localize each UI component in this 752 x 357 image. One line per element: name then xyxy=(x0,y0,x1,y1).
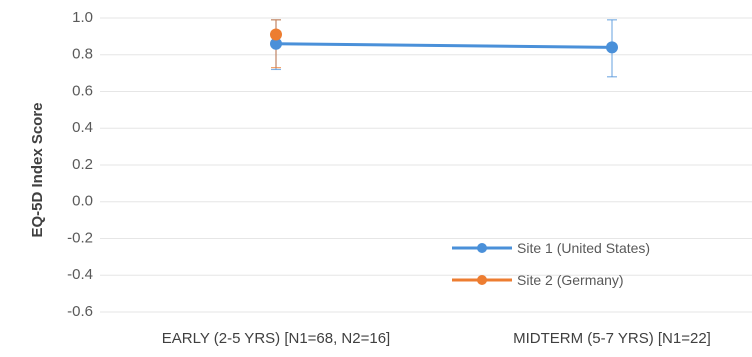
legend-label-site-1: Site 1 (United States) xyxy=(517,240,650,256)
x-category-label: MIDTERM (5-7 YRS) [N1=22] xyxy=(513,330,711,347)
y-tick-label: 0.0 xyxy=(72,193,93,210)
legend-marker-site-1 xyxy=(477,243,487,253)
series-lines xyxy=(275,42,613,49)
y-tick-label: 0.6 xyxy=(72,82,93,99)
y-tick-label: 0.2 xyxy=(72,156,93,173)
y-tick-label: -0.6 xyxy=(67,303,93,320)
y-tick-label: 0.4 xyxy=(72,119,93,136)
y-tick-label: -0.4 xyxy=(67,266,93,283)
y-tick-label: 0.8 xyxy=(72,46,93,63)
data-point-site-2 xyxy=(270,28,282,41)
x-category-labels: EARLY (2-5 YRS) [N1=68, N2=16] MIDTERM (5… xyxy=(162,330,711,347)
y-tick-label: 1.0 xyxy=(72,9,93,26)
data-point-site-1 xyxy=(270,37,282,50)
data-point-site-1 xyxy=(606,41,618,54)
y-tick-labels: 1.0 0.8 0.6 0.4 0.2 0.0 -0.2 -0.4 -0.6 xyxy=(67,9,93,320)
legend: Site 1 (United States) Site 2 (Germany) xyxy=(452,240,650,288)
legend-item-site-1: Site 1 (United States) xyxy=(452,240,650,256)
series-layer xyxy=(270,19,618,78)
legend-label-site-2: Site 2 (Germany) xyxy=(517,272,624,288)
legend-item-site-2: Site 2 (Germany) xyxy=(452,272,624,288)
y-axis-title: EQ-5D Index Score xyxy=(29,102,46,237)
x-category-label: EARLY (2-5 YRS) [N1=68, N2=16] xyxy=(162,330,390,347)
series-line-site-1 xyxy=(275,42,613,49)
gridlines xyxy=(100,17,752,313)
y-tick-label: -0.2 xyxy=(67,229,93,246)
legend-marker-site-2 xyxy=(477,275,487,285)
series-markers xyxy=(270,28,618,54)
